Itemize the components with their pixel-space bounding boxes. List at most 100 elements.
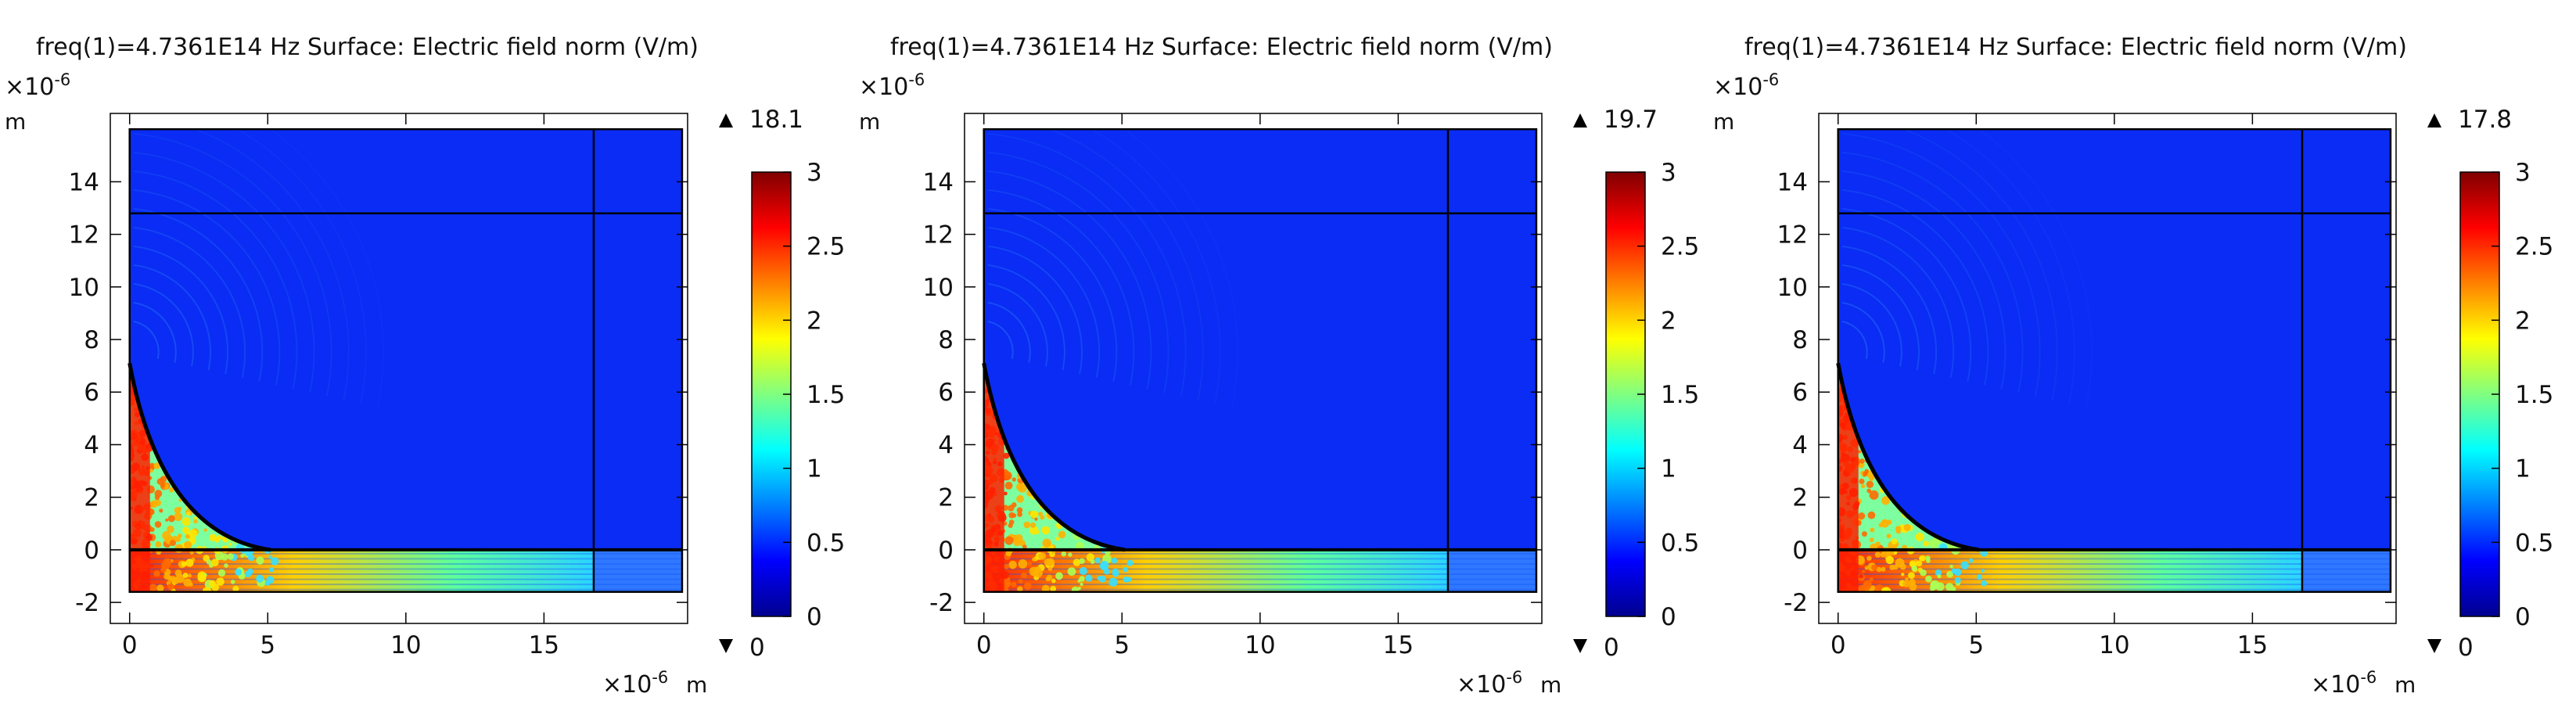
colorbar-tick-label: 1 <box>2515 455 2531 483</box>
speckle <box>1868 475 1874 481</box>
speckle <box>154 494 160 501</box>
speckle <box>159 508 163 513</box>
colorbar-tick-label: 0.5 <box>2515 529 2553 557</box>
y-tick-label: 10 <box>69 274 99 302</box>
speckle <box>160 566 167 573</box>
y-tick-label: 2 <box>1792 484 1808 512</box>
colorbar-tick-label: 1 <box>807 455 822 483</box>
field-ripple <box>133 226 246 379</box>
field-ripple <box>1841 245 1938 375</box>
speckle <box>1004 536 1014 545</box>
speckle <box>160 483 166 488</box>
speckle <box>1874 551 1881 558</box>
speckle <box>227 553 234 560</box>
speckle <box>1024 582 1032 590</box>
speckle <box>149 469 153 473</box>
speckle <box>1968 558 1974 563</box>
colorbar-tick-label: 3 <box>1661 159 1676 187</box>
speckle <box>1902 580 1910 587</box>
colorbar-tick-label: 0 <box>807 603 822 631</box>
speckle <box>1038 512 1043 516</box>
y-tick-label: 6 <box>1792 379 1808 407</box>
speckle <box>174 507 181 514</box>
colorbar-max-label: 18.1 <box>749 106 803 134</box>
field-ripple <box>987 226 1101 379</box>
speckle <box>1960 561 1969 569</box>
speckle <box>1094 557 1101 564</box>
y-tick-label: 10 <box>1777 274 1808 302</box>
y-exponent-base: ×10 <box>5 74 54 101</box>
speckle <box>185 559 194 567</box>
field-ripple <box>1123 129 1238 408</box>
colorbar-tick-label: 0.5 <box>807 529 845 557</box>
x-axis-multiplier: ×10-6 <box>2311 668 2377 699</box>
speckle <box>156 584 164 592</box>
speckle <box>240 554 245 558</box>
speckle <box>1079 558 1085 564</box>
colorbar-max-label: 17.8 <box>2458 106 2512 134</box>
field-surface <box>983 129 1536 592</box>
speckle <box>1103 568 1110 575</box>
field-ripple <box>133 132 332 397</box>
speckle <box>1908 572 1915 579</box>
speckle <box>1919 555 1924 562</box>
speckle <box>1937 574 1942 579</box>
chart-title: freq(1)=4.7361E14 Hz Surface: Electric f… <box>1744 34 2407 61</box>
colorbar-tick-label: 1 <box>1661 455 1676 483</box>
field-ripple <box>192 129 350 400</box>
speckle <box>167 575 173 581</box>
y-tick-label: 4 <box>938 431 954 459</box>
speckle <box>1004 481 1013 490</box>
speckle <box>1003 452 1010 459</box>
speckle <box>193 519 198 524</box>
speckle <box>1046 574 1053 581</box>
x-tick-label: 0 <box>976 631 992 659</box>
speckle <box>181 517 191 526</box>
y-exponent-base: ×10 <box>1713 74 1762 101</box>
speckle <box>170 540 176 547</box>
y-tick-label: 4 <box>84 431 99 459</box>
field-ripple <box>1047 129 1204 400</box>
field-ripple <box>133 264 211 371</box>
x-tick-label: 10 <box>1245 631 1275 659</box>
speckle <box>1050 585 1057 592</box>
field-ripple <box>1090 129 1221 404</box>
speckle <box>167 583 174 591</box>
speckle <box>1870 527 1875 533</box>
field-ripple <box>235 129 367 404</box>
y-exponent-base: ×10 <box>859 74 908 101</box>
speckle <box>153 462 160 469</box>
field-ripple <box>987 189 1135 386</box>
colorbar-tick-label: 1.5 <box>1661 381 1699 409</box>
x-tick-label: 5 <box>1968 631 1984 659</box>
speckle <box>167 515 175 523</box>
y-axis-unit: m <box>5 109 26 135</box>
y-tick-label: 8 <box>938 326 954 354</box>
speckle <box>1949 564 1953 569</box>
speckle <box>230 580 235 584</box>
speckle <box>221 553 228 561</box>
speckle <box>1008 560 1017 569</box>
speckle <box>1866 480 1874 488</box>
speckle <box>1981 569 1985 573</box>
domain-boundary <box>1837 128 2392 593</box>
y-tick-label: -2 <box>929 589 954 617</box>
cone-boundary-arc <box>1836 362 1980 552</box>
speckle <box>1040 515 1045 520</box>
speckle <box>1126 576 1132 582</box>
slab-field <box>129 549 594 592</box>
slab-field-right <box>1447 549 1536 592</box>
speckle <box>1880 551 1886 558</box>
speckle <box>1067 567 1076 576</box>
y-tick-label: -2 <box>75 589 99 617</box>
speckle <box>1090 559 1095 564</box>
speckle <box>1923 541 1929 547</box>
y-tick-label: 0 <box>1792 537 1808 565</box>
x-tick-label: 10 <box>2099 631 2129 659</box>
x-exponent-base: ×10 <box>2311 671 2360 699</box>
speckle <box>1079 566 1087 576</box>
chart-title: freq(1)=4.7361E14 Hz Surface: Electric f… <box>890 34 1553 61</box>
domain-boundary <box>128 128 684 593</box>
colorbar-tick-label: 1.5 <box>2515 381 2553 409</box>
speckle <box>1901 573 1905 576</box>
